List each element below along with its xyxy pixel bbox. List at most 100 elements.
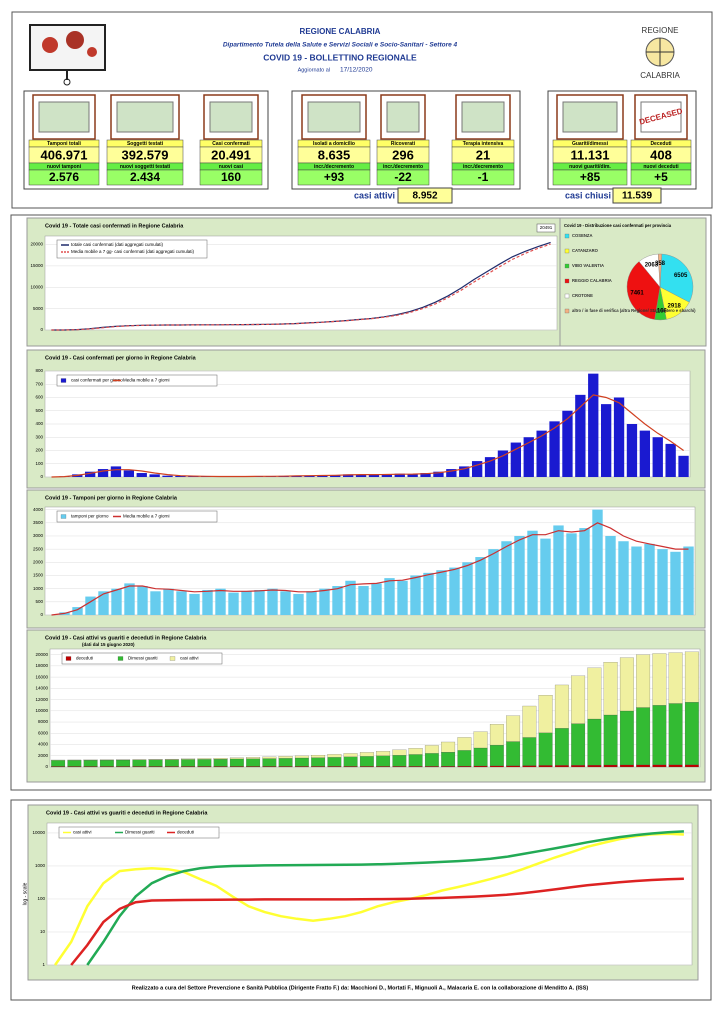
legend-swatch xyxy=(564,293,570,299)
bar-segment xyxy=(441,766,456,768)
y-tick-label: 10000 xyxy=(35,708,48,713)
closed-box xyxy=(612,187,662,204)
legend-label: deceduti xyxy=(76,656,93,661)
stat-delta: 2.434 xyxy=(130,170,160,184)
bar-segment xyxy=(99,759,114,767)
pie-slice xyxy=(657,253,663,288)
y-tick-label: 800 xyxy=(35,368,43,373)
bar xyxy=(436,570,447,615)
legend-swatch xyxy=(564,248,570,254)
legend-label: CROTONE xyxy=(572,293,593,298)
bar xyxy=(98,591,109,615)
y-tick-label: 500 xyxy=(35,408,43,413)
bar xyxy=(330,475,341,477)
bar-segment xyxy=(652,705,667,765)
bar-segment xyxy=(229,757,244,760)
stat-delta: 2.576 xyxy=(49,170,79,184)
pie-label: 7461 xyxy=(630,291,644,297)
line xyxy=(86,830,684,966)
stat-label: Ricoverati xyxy=(391,141,416,147)
legend-label: Media mobile a 7 giorni xyxy=(123,514,170,519)
y-tick-label: 4000 xyxy=(38,742,49,747)
bar-segment xyxy=(522,765,537,768)
bar xyxy=(175,475,186,477)
y-tick-label: 0 xyxy=(40,612,43,617)
stat-delta-bg xyxy=(552,169,628,186)
legend-label: Media mobile a 7 gg- casi confermati (da… xyxy=(71,249,195,254)
y-tick-label: 300 xyxy=(35,434,43,439)
y-tick-label: 100 xyxy=(35,461,43,466)
stat-value: 392.579 xyxy=(122,147,169,162)
icon-shape xyxy=(38,101,90,133)
annotation: 20491 xyxy=(540,225,553,230)
legend-swatch xyxy=(65,656,72,661)
y-tick-label: 3500 xyxy=(33,520,44,525)
bar-segment xyxy=(424,745,439,754)
logo-text: REGIONE xyxy=(642,26,679,35)
bar xyxy=(149,474,160,477)
stat-value: 8.635 xyxy=(318,147,351,162)
bar xyxy=(514,535,525,615)
y-tick-label: 10000 xyxy=(32,830,45,835)
bar xyxy=(189,593,200,615)
bar-segment xyxy=(489,765,504,768)
bar xyxy=(397,580,408,615)
bar-segment xyxy=(408,748,423,755)
y-tick-label: 2000 xyxy=(33,560,44,565)
stat-delta: -22 xyxy=(394,170,412,184)
legend-label: Dimessi guariti xyxy=(125,830,155,835)
bar-segment xyxy=(327,757,342,767)
y-axis-label: log - scale xyxy=(22,882,28,905)
stat-label: Isolati a domicilio xyxy=(313,141,355,147)
legend-label: tamponi per giorno xyxy=(71,514,109,519)
bar xyxy=(228,592,239,615)
bar-segment xyxy=(473,747,488,767)
bar xyxy=(652,437,663,477)
bar xyxy=(605,535,616,615)
bar xyxy=(215,588,226,615)
bar xyxy=(678,455,689,477)
y-tick-label: 0 xyxy=(40,474,43,479)
y-tick-label: 18000 xyxy=(35,663,48,668)
bar-segment xyxy=(278,756,293,759)
bar xyxy=(575,394,586,477)
bar-segment xyxy=(554,728,569,766)
stat-delta-label: incr./decremento xyxy=(314,164,354,170)
stat-value: 11.131 xyxy=(570,147,609,162)
chart-title: Covid 19 - Casi confermati per giorno in… xyxy=(45,355,197,361)
stat-delta-bg xyxy=(297,169,371,186)
bar-segment xyxy=(441,752,456,767)
bar xyxy=(501,541,512,615)
pie-label: 1166 xyxy=(654,308,668,314)
legend-box xyxy=(56,239,208,259)
bar-segment xyxy=(619,764,634,768)
bar-segment xyxy=(538,732,553,766)
bar xyxy=(523,437,534,477)
y-tick-label: 20000 xyxy=(35,652,48,657)
y-tick-label: 100 xyxy=(37,896,45,901)
plot-area xyxy=(49,648,701,768)
bar xyxy=(150,591,161,615)
bar xyxy=(162,475,173,477)
bar xyxy=(449,567,460,615)
legend-label: Media mobile a 7 giorni xyxy=(123,378,170,383)
legend-label: REGGIO CALABRIA xyxy=(572,278,612,283)
bar-segment xyxy=(636,654,651,708)
updated-label: Aggiornato al xyxy=(298,67,330,73)
bar xyxy=(484,457,496,477)
line xyxy=(51,241,551,331)
y-tick-label: 200 xyxy=(35,448,43,453)
annotation-box xyxy=(536,223,556,233)
bar-segment xyxy=(262,758,277,767)
bar-segment xyxy=(311,754,326,758)
bar-segment xyxy=(603,764,618,768)
y-tick-label: 500 xyxy=(35,599,43,604)
bar-segment xyxy=(213,759,228,767)
closed-label: casi chiusi xyxy=(565,190,611,200)
bar xyxy=(618,541,629,615)
stat-delta-label: nuovi tamponi xyxy=(47,164,82,170)
bar xyxy=(342,474,354,477)
bar xyxy=(613,397,625,477)
bar-segment xyxy=(343,753,358,757)
y-tick-label: 0 xyxy=(40,327,43,332)
